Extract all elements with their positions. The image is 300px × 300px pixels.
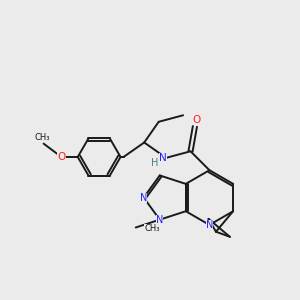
Text: O: O xyxy=(57,152,65,162)
Text: H: H xyxy=(151,158,158,168)
Text: N: N xyxy=(156,215,164,225)
Text: N: N xyxy=(159,153,167,163)
Text: N: N xyxy=(140,193,147,202)
Text: O: O xyxy=(192,116,200,125)
Text: CH₃: CH₃ xyxy=(144,224,160,233)
Text: N: N xyxy=(206,220,213,230)
Text: CH₃: CH₃ xyxy=(34,133,50,142)
